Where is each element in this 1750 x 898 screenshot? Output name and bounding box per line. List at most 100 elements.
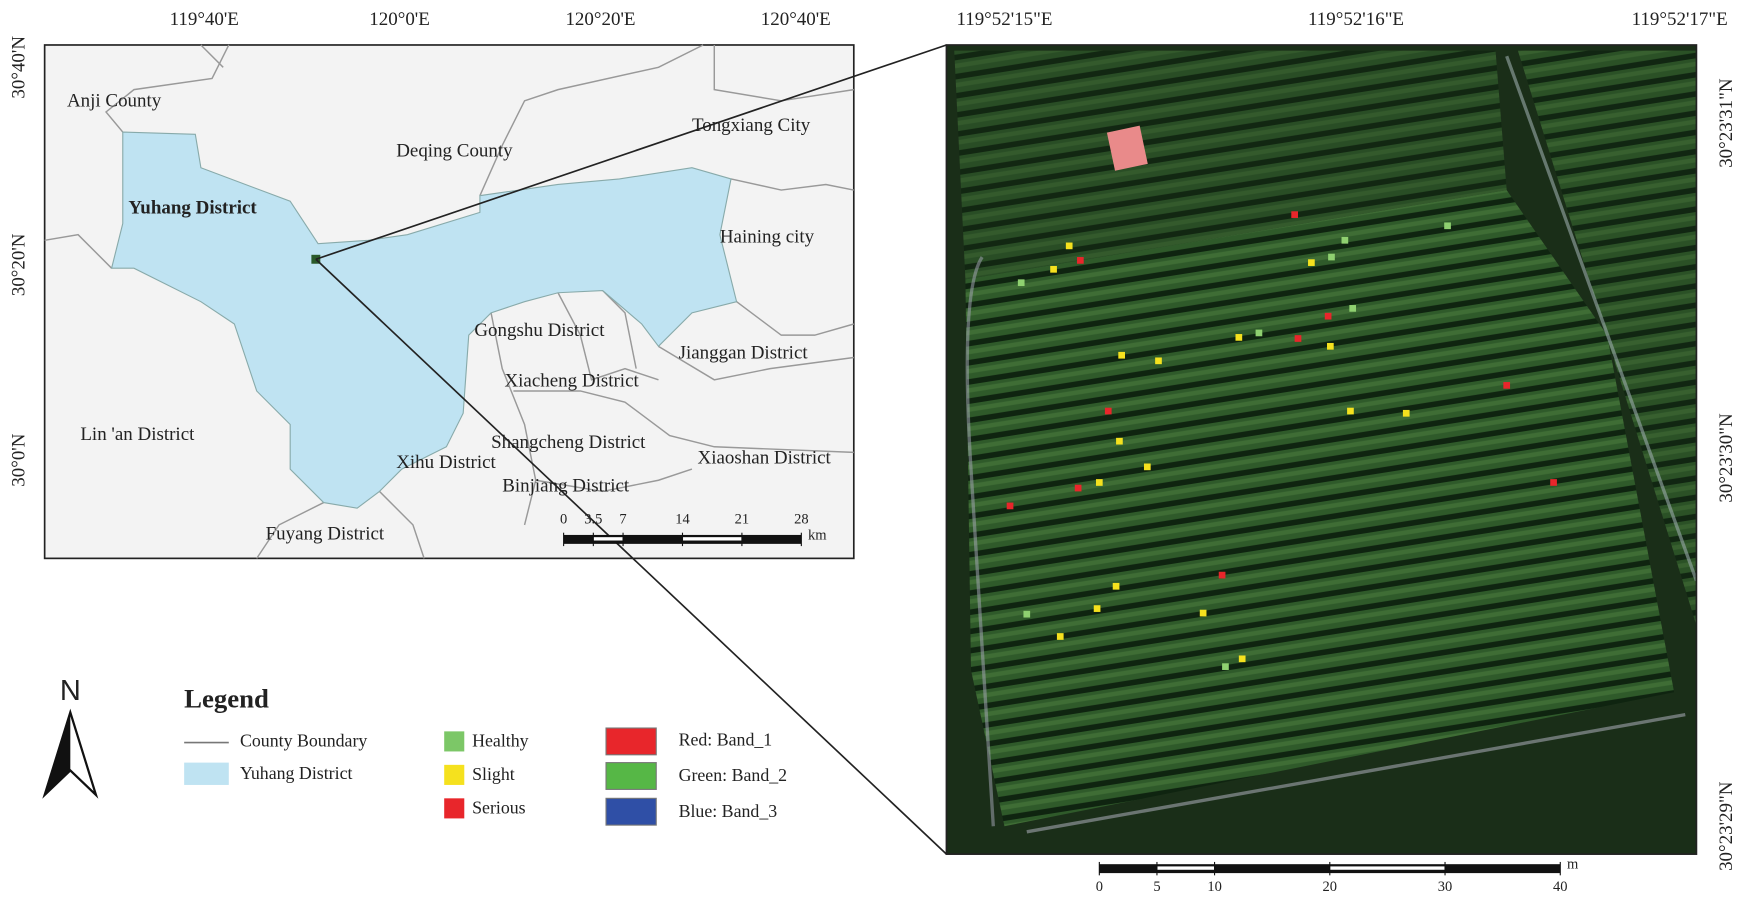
sample-point	[1023, 610, 1031, 618]
place-label: Anji County	[67, 90, 162, 111]
sample-point	[1235, 334, 1243, 341]
north-label: N	[60, 675, 81, 707]
scale-label: 21	[735, 512, 750, 528]
sample-point	[1291, 211, 1298, 218]
place-label: Deqing County	[396, 140, 513, 161]
place-label: Xiaoshan District	[698, 447, 832, 468]
legend-swatch	[605, 797, 657, 826]
scale-label: 10	[1207, 879, 1221, 895]
sample-point	[1056, 633, 1064, 640]
place-label: Shangcheng District	[491, 432, 646, 453]
sample-point	[1077, 257, 1084, 264]
legend-swatch	[605, 762, 657, 790]
sample-point	[1218, 571, 1226, 579]
sample-point	[1503, 382, 1511, 389]
sample-point	[1328, 253, 1335, 261]
scale-label: 7	[619, 512, 626, 528]
scale-segment	[593, 537, 624, 541]
place-label: Xiacheng District	[504, 370, 639, 391]
sample-point	[1222, 663, 1229, 670]
legend-label: Serious	[472, 798, 526, 818]
sample-point	[1065, 242, 1073, 250]
lat-label: 30°20'N	[8, 233, 29, 296]
county-boundaries	[44, 44, 854, 559]
scale-label: 28	[794, 512, 809, 528]
legend-label: County Boundary	[240, 731, 367, 751]
legend-label: Yuhang District	[240, 763, 353, 783]
legend-label: Blue: Band_3	[679, 801, 778, 821]
scale-segment	[1329, 866, 1446, 870]
inset-map: Anji County Deqing County Tongxiang City…	[8, 9, 855, 560]
legend-swatch	[444, 798, 465, 819]
scale-segment	[682, 537, 742, 541]
sample-point	[1347, 407, 1354, 415]
zoom-line	[315, 44, 947, 261]
sample-point	[1444, 222, 1451, 230]
scale-unit: m	[1567, 857, 1579, 873]
sample-point	[1006, 502, 1014, 510]
sample-point	[1308, 259, 1315, 266]
legend-label: Healthy	[472, 731, 529, 751]
scale-label: 20	[1323, 879, 1337, 895]
sample-point	[1050, 265, 1057, 273]
sample-point	[1112, 582, 1120, 590]
scale-unit: km	[808, 527, 827, 543]
sample-point	[1294, 335, 1302, 342]
scale-label: 40	[1553, 879, 1567, 895]
lat-label: 30°23'30"N	[1716, 413, 1737, 503]
scale-label: 0	[1096, 879, 1103, 895]
sample-point	[1550, 479, 1557, 486]
place-label: Gongshu District	[474, 320, 605, 341]
sample-point	[1402, 409, 1410, 417]
legend: Legend County Boundary Yuhang District H…	[184, 683, 788, 826]
sample-point	[1238, 655, 1246, 663]
lat-label: 30°23'29"N	[1716, 781, 1737, 871]
sample-point	[1074, 484, 1082, 492]
place-label: Tongxiang City	[692, 115, 811, 136]
place-label: Xihu District	[396, 452, 496, 473]
sample-point	[1104, 407, 1112, 415]
legend-swatch	[605, 727, 657, 756]
scale-segment	[1156, 866, 1215, 870]
yuhang-district	[110, 131, 738, 509]
sample-point	[1155, 357, 1162, 365]
sample-point	[1327, 342, 1334, 350]
place-label: Jianggan District	[679, 342, 809, 363]
scale-label: 30	[1438, 879, 1452, 895]
sample-point	[1349, 305, 1357, 312]
sample-point	[1116, 437, 1123, 445]
lat-label: 30°40'N	[8, 36, 29, 99]
legend-swatch	[444, 731, 465, 752]
legend-swatch	[184, 762, 229, 785]
detail-frame	[945, 44, 1698, 855]
legend-label: Slight	[472, 764, 515, 784]
scale-label: 14	[675, 512, 690, 528]
lon-label: 119°52'15"E	[956, 9, 1052, 30]
scale-label: 3.5	[584, 512, 602, 528]
sample-point	[1095, 479, 1103, 486]
lon-label: 120°40'E	[761, 9, 831, 30]
lon-label: 119°52'16"E	[1308, 9, 1404, 30]
legend-label: Green: Band_2	[679, 765, 788, 785]
place-label: Lin 'an District	[80, 424, 195, 445]
detail-image	[946, 44, 1697, 855]
scale-label: 0	[560, 512, 567, 528]
sample-point	[1118, 351, 1125, 359]
sample-point	[1341, 236, 1349, 244]
place-label: Yuhang District	[128, 197, 257, 218]
place-label: Binjiang District	[502, 475, 630, 496]
legend-label: Red: Band_1	[679, 730, 773, 750]
sample-point	[1093, 605, 1101, 612]
sample-point	[1324, 312, 1332, 320]
lat-label: 30°23'31"N	[1716, 78, 1737, 168]
lon-label: 119°52'17"E	[1632, 9, 1728, 30]
sample-point	[1017, 279, 1025, 287]
place-label: Haining city	[720, 226, 815, 247]
lon-label: 119°40'E	[170, 9, 239, 30]
place-label: Fuyang District	[266, 523, 385, 544]
sample-point	[1199, 609, 1207, 617]
scale-label: 5	[1153, 879, 1160, 895]
